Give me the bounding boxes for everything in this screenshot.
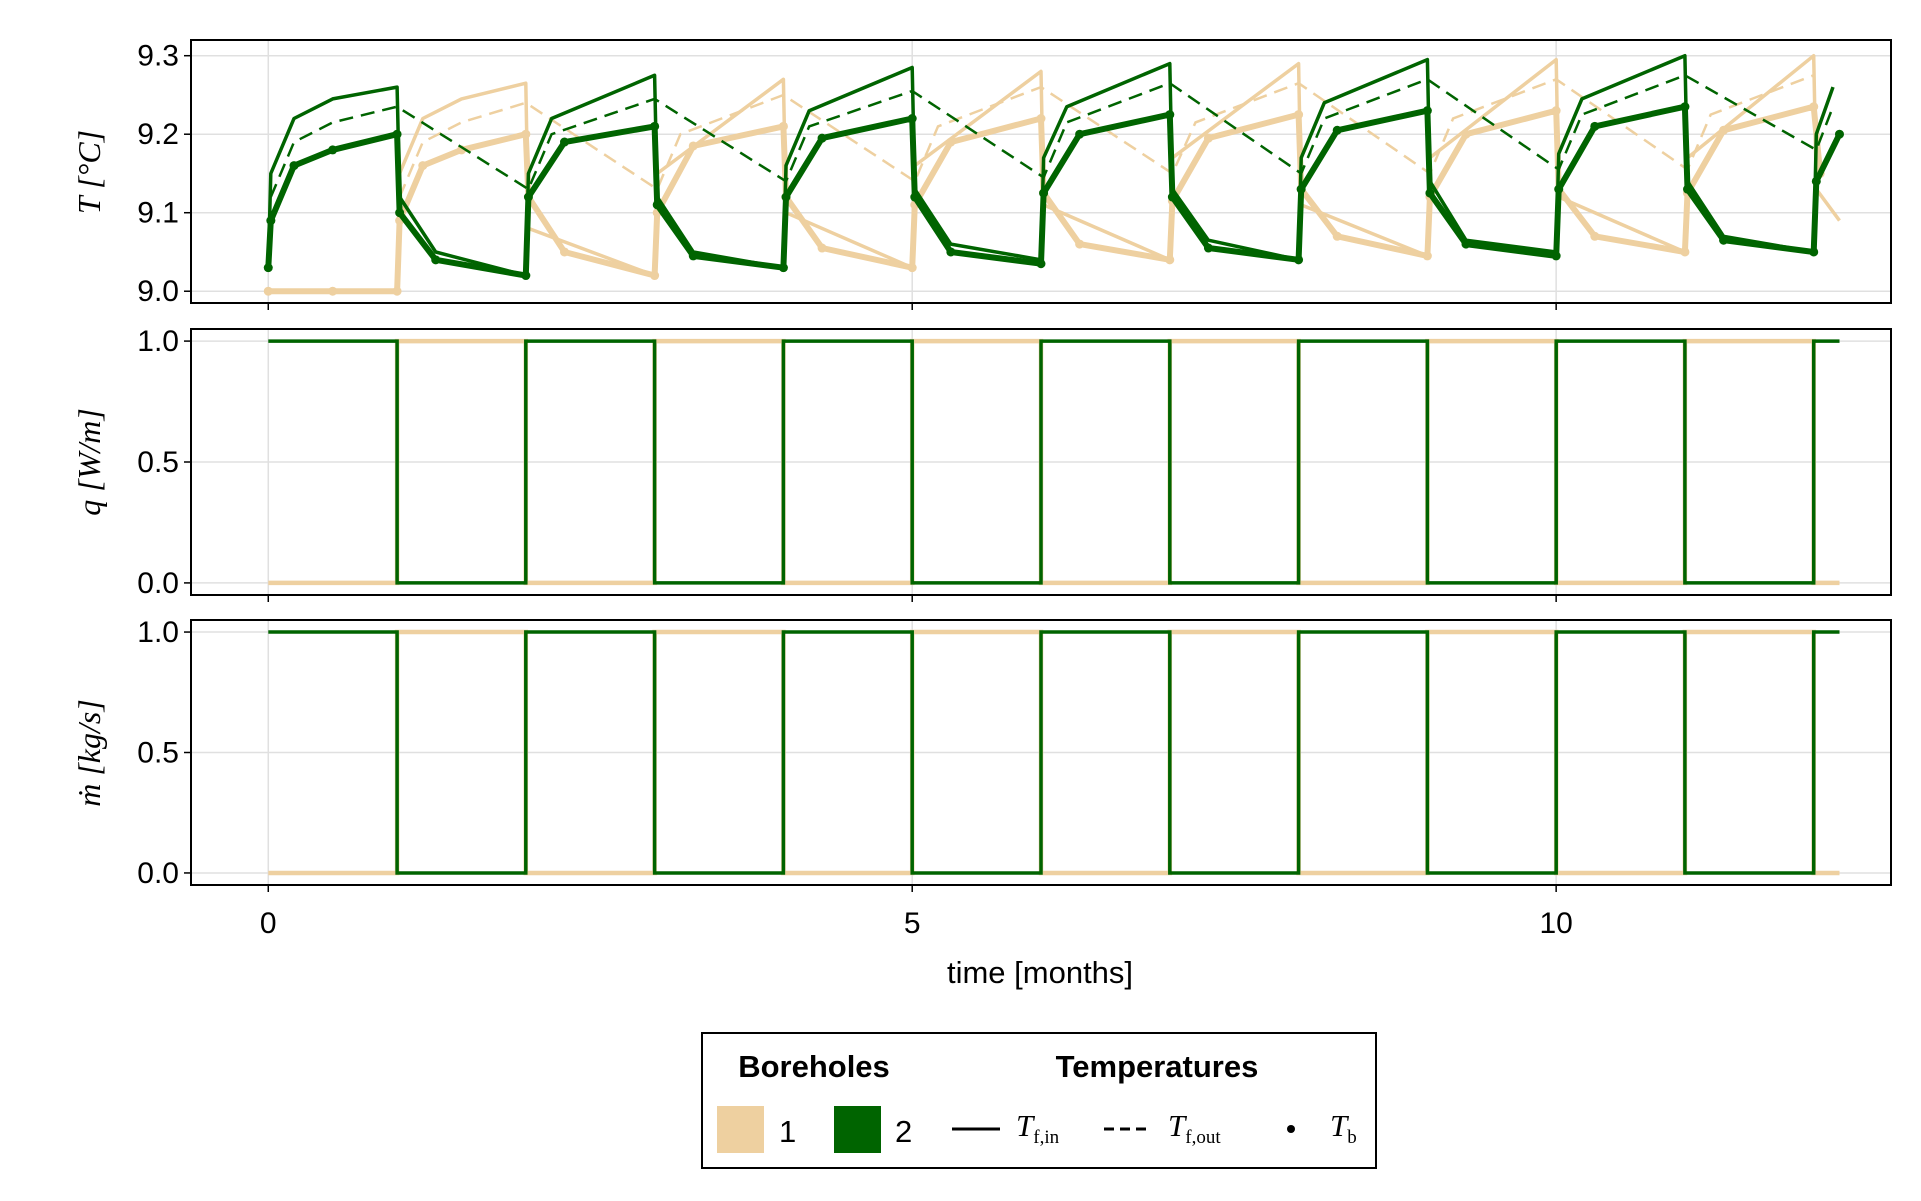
y-axis-label-mass-flow: ṁ [kg/s] [71,699,107,807]
legend-title-boreholes: Boreholes [738,1049,890,1084]
axes-frame [190,39,1892,304]
y-tick-label: 0.0 [137,857,179,890]
panel-temperature: 9.0 9.1 9.2 9.3 [137,39,1892,310]
chart-panels: 9.0 9.1 9.2 9.3 0.0 0.5 1.0 0 5 10 0.0 0.5 1.0 [137,39,1892,940]
axes-frame [190,328,1892,596]
legend: Boreholes Temperatures 1 2 Tf,in Tf,out … [701,1032,1377,1169]
axes-frame [190,619,1892,886]
series-tf-out-borehole-1 [398,74,1815,198]
legend-label-borehole-1: 1 [779,1114,796,1149]
y-tick-label: 9.1 [137,197,179,230]
x-tick-label: 10 [1539,907,1572,940]
x-tick-label: 5 [904,907,921,940]
panel-heat-rate: 0.0 0.5 1.0 [137,325,1892,602]
legend-label-tf-out: Tf,out [1168,1108,1221,1148]
series-line [265,103,1843,279]
series-step-borehole-1 [268,338,1840,586]
series-tf-out-borehole-2 [269,73,1835,198]
x-tick-label: 0 [260,907,277,940]
y-tick-label: 9.2 [137,118,179,151]
legend-marker-dot [1287,1125,1295,1133]
y-axis-label-temperature: T [°C] [71,130,107,214]
y-axis-label-heat-rate: q [W/m] [71,408,107,516]
series-tb-borehole-2 [263,102,1844,281]
panel-mass-flow: 0 5 10 0.0 0.5 1.0 [137,616,1892,940]
legend-label-tb: Tb [1330,1108,1357,1148]
y-tick-label: 0.5 [137,737,179,770]
legend-swatch-borehole-2 [834,1106,881,1153]
legend-frame [701,1032,1377,1169]
legend-title-temperatures: Temperatures [1056,1049,1259,1084]
series-step-borehole-1 [268,629,1840,876]
series-step-borehole-2 [268,339,1840,585]
y-tick-label: 0.5 [137,446,179,479]
legend-label-borehole-2: 2 [895,1114,912,1149]
y-tick-label: 1.0 [137,325,179,358]
y-tick-label: 0.0 [137,567,179,600]
y-tick-label: 9.3 [137,40,179,73]
y-tick-label: 9.0 [137,275,179,308]
series-step-borehole-2 [268,630,1840,875]
x-axis-label: time [months] [947,955,1133,990]
legend-swatch-borehole-1 [717,1106,764,1153]
legend-label-tf-in: Tf,in [1016,1108,1060,1148]
y-tick-label: 1.0 [137,616,179,649]
